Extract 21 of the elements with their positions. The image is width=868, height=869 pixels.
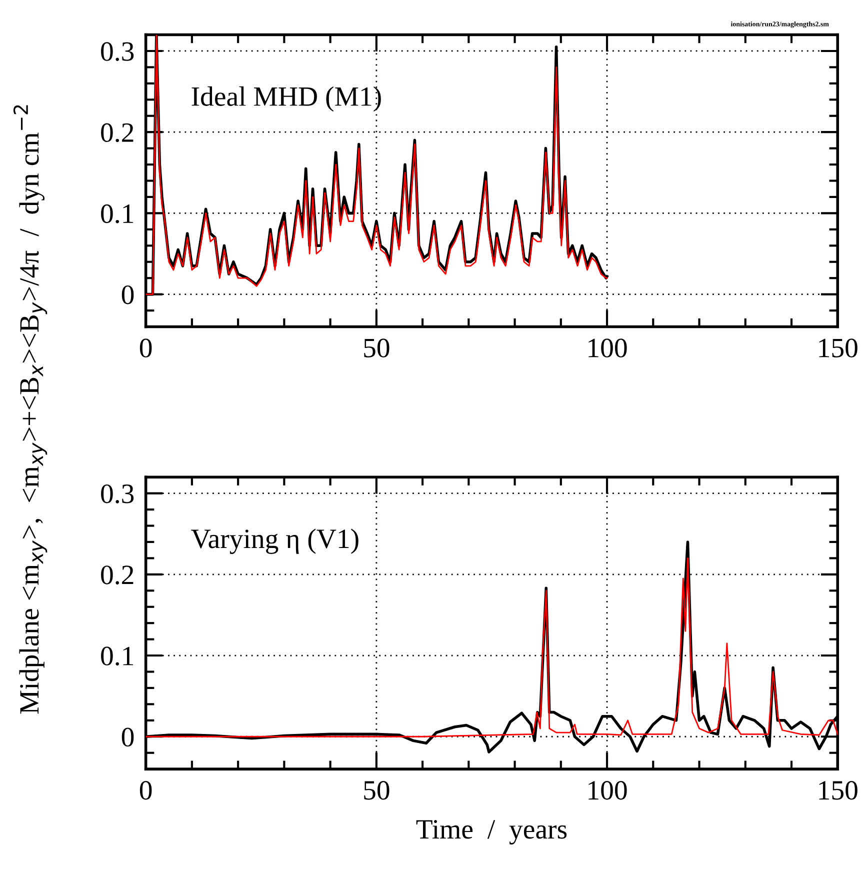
annotation: Ideal MHD (M1) — [192, 86, 381, 112]
line-series — [146, 557, 838, 738]
y-tick-label: 0.2 — [101, 566, 134, 584]
x-tick-label: 150 — [819, 338, 858, 358]
y-tick-label: 0.2 — [101, 123, 134, 142]
y-tick-label: 0.1 — [101, 204, 134, 224]
y-tick-label: 0.3 — [101, 484, 134, 504]
y-tick-label: 0 — [122, 285, 134, 304]
text: Midplane <m$_{xy}$>, <m$_{xy}$>+<B$_{x}$><B$_{y}$>/4π / dyn cm$^{−2}$ — [13, 105, 48, 714]
x-tick-label: 100 — [588, 338, 627, 358]
x-tick-label: 0 — [140, 338, 152, 358]
y-tick-label: 0 — [122, 728, 134, 747]
y-tick-label: 0.3 — [101, 42, 134, 62]
x-tick-label: 50 — [364, 780, 390, 800]
x-axis-title: Time / years — [416, 820, 567, 844]
annotation: Varying η (V1) — [191, 528, 358, 554]
x-tick-label: 50 — [364, 338, 390, 358]
x-tick-label: 150 — [819, 780, 858, 800]
y-tick-label: 0.1 — [101, 646, 134, 666]
x-tick-label: 100 — [588, 780, 627, 800]
x-tick-label: 0 — [140, 780, 152, 800]
